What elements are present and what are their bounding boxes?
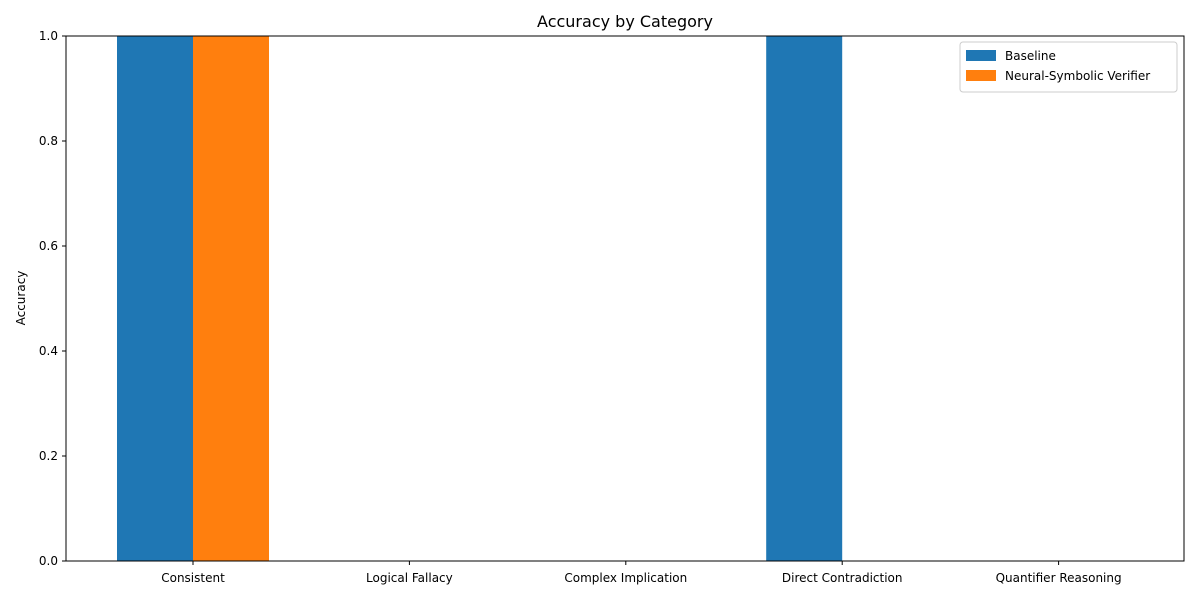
legend-box [959, 41, 1178, 93]
y-tick-label: 0.0 [39, 554, 58, 568]
x-tick-label: Direct Contradiction [782, 571, 903, 585]
x-tick-label: Complex Implication [564, 571, 687, 585]
x-tick-label: Logical Fallacy [366, 571, 453, 585]
y-tick-label: 0.8 [39, 134, 58, 148]
y-tick-label: 1.0 [39, 29, 58, 43]
y-tick-label: 0.4 [39, 344, 58, 358]
chart-title: Accuracy by Category [537, 12, 713, 31]
legend-label: Baseline [1005, 49, 1056, 63]
y-axis: 0.0 0.2 0.4 0.6 0.8 1.0 [39, 29, 66, 568]
y-axis-label: Accuracy [14, 271, 28, 326]
x-tick-label: Quantifier Reasoning [996, 571, 1122, 585]
y-tick-label: 0.6 [39, 239, 58, 253]
bars-group [117, 36, 843, 561]
x-tick-label: Consistent [161, 571, 225, 585]
legend: Baseline Neural-Symbolic Verifier [959, 41, 1178, 93]
y-tick-label: 0.2 [39, 449, 58, 463]
x-axis: Consistent Logical Fallacy Complex Implica… [161, 561, 1122, 585]
bar-neural-symbolic-verifier-consistent [193, 36, 269, 561]
bar-baseline-consistent [117, 36, 193, 561]
bar-baseline-direct-contradiction [766, 36, 843, 561]
plot-frame [65, 35, 1185, 562]
legend-swatch [966, 70, 996, 81]
legend-label: Neural-Symbolic Verifier [1005, 69, 1150, 83]
legend-swatch [966, 50, 996, 61]
